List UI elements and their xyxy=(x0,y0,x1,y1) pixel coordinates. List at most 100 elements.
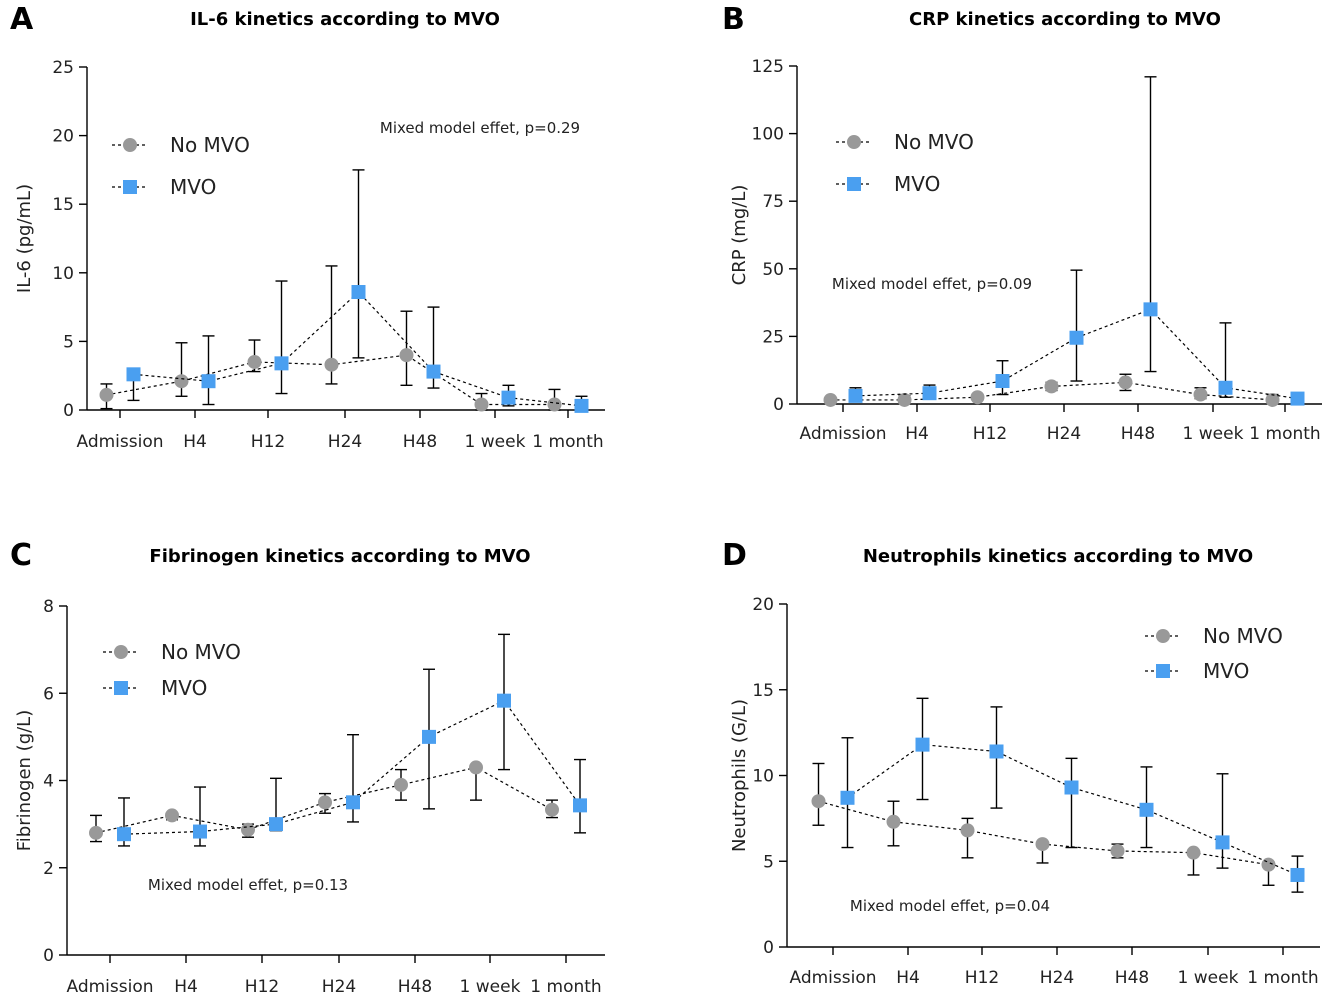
data-point-no_mvo xyxy=(811,794,826,809)
data-point-mvo xyxy=(1218,380,1233,395)
x-tick-label: Admission xyxy=(799,424,886,444)
y-tick-label: 20 xyxy=(52,127,74,147)
data-point-no_mvo xyxy=(1265,392,1280,407)
data-point-mvo xyxy=(501,390,516,405)
data-point-mvo xyxy=(422,729,436,744)
x-tick-label: H4 xyxy=(174,977,198,997)
y-tick-label: 10 xyxy=(52,264,74,284)
y-tick-label: 15 xyxy=(52,195,74,215)
data-point-mvo xyxy=(995,374,1010,389)
x-tick-label: 1 week xyxy=(1183,424,1244,444)
data-point-mvo xyxy=(346,795,360,810)
legend-label: MVO xyxy=(1203,659,1249,683)
y-tick-label: 25 xyxy=(762,327,784,347)
x-tick-label: H12 xyxy=(973,424,1007,444)
x-tick-label: H48 xyxy=(398,977,432,997)
y-tick-label: 4 xyxy=(43,772,54,792)
x-tick-label: Admission xyxy=(789,968,876,988)
y-tick-label: 10 xyxy=(752,767,774,787)
data-point-mvo xyxy=(1290,391,1305,406)
x-tick-label: H24 xyxy=(328,432,362,452)
panel-letter: B xyxy=(722,2,745,37)
x-tick-label: Admission xyxy=(76,432,163,452)
data-point-mvo xyxy=(989,744,1004,759)
annotation: Mixed model effet, p=0.13 xyxy=(148,876,348,894)
data-point-no_mvo xyxy=(897,392,912,407)
data-point-mvo xyxy=(922,386,937,401)
x-tick-label: H48 xyxy=(1121,424,1155,444)
panel-a: A IL-6 kinetics according to MVO 0 5 10 15 2… xyxy=(0,0,667,498)
data-point-mvo xyxy=(840,790,855,805)
data-point-mvo xyxy=(426,364,441,379)
legend-label: No MVO xyxy=(170,133,250,157)
data-point-no_mvo xyxy=(399,348,414,363)
x-tick-label: 1 month xyxy=(1247,968,1318,988)
data-point-no_mvo xyxy=(324,357,339,372)
annotation: Mixed model effet, p=0.09 xyxy=(832,275,1032,293)
x-tick-label: H12 xyxy=(965,968,999,988)
data-point-mvo xyxy=(573,798,587,813)
data-point-mvo xyxy=(117,827,131,842)
chart-a-svg: 0 5 10 15 20 25 Admission H4 H12 H24 H48 1 week 1 mo… xyxy=(14,58,605,452)
data-point-no_mvo xyxy=(1035,837,1050,852)
panel-letter: A xyxy=(10,2,34,37)
data-point-mvo xyxy=(497,693,511,708)
data-point-no_mvo xyxy=(318,795,332,810)
y-tick-label: 100 xyxy=(752,125,784,145)
legend-label: MVO xyxy=(894,172,940,196)
data-point-mvo xyxy=(274,356,289,371)
data-point-no_mvo xyxy=(545,802,559,817)
data-point-mvo xyxy=(848,388,863,403)
legend-marker xyxy=(847,177,861,191)
y-tick-label: 2 xyxy=(43,859,54,879)
y-axis-label: CRP (mg/L) xyxy=(729,185,750,286)
legend-marker xyxy=(114,681,128,695)
data-point-no_mvo xyxy=(99,387,114,402)
data-point-no_mvo xyxy=(886,814,901,829)
chart-title: IL-6 kinetics according to MVO xyxy=(190,9,500,30)
y-tick-label: 20 xyxy=(752,595,774,615)
data-point-no_mvo xyxy=(89,825,103,840)
panel-c: C Fibrinogen kinetics according to MVO 0… xyxy=(0,0,667,997)
x-tick-label: H4 xyxy=(905,424,929,444)
annotation: Mixed model effet, p=0.29 xyxy=(380,119,580,137)
data-point-mvo xyxy=(269,817,283,832)
data-point-no_mvo xyxy=(165,808,179,823)
data-point-no_mvo xyxy=(469,760,483,775)
data-point-mvo xyxy=(1069,330,1084,345)
y-axis-label: IL-6 (pg/mL) xyxy=(14,184,35,293)
y-tick-label: 50 xyxy=(762,260,784,280)
x-tick-label: 1 month xyxy=(532,432,603,452)
x-tick-label: H48 xyxy=(1115,968,1149,988)
data-point-no_mvo xyxy=(547,397,562,412)
data-point-no_mvo xyxy=(1110,843,1125,858)
legend-marker xyxy=(123,180,137,194)
y-tick-label: 5 xyxy=(63,332,74,352)
data-point-no_mvo xyxy=(1193,387,1208,402)
chart-title: CRP kinetics according to MVO xyxy=(909,9,1221,30)
data-point-no_mvo xyxy=(1261,857,1276,872)
panel-letter: D xyxy=(722,538,747,573)
y-tick-label: 0 xyxy=(43,946,54,966)
data-point-mvo xyxy=(351,285,366,300)
data-point-mvo xyxy=(1143,302,1158,317)
x-tick-label: H24 xyxy=(322,977,356,997)
chart-title: Neutrophils kinetics according to MVO xyxy=(862,546,1254,567)
x-tick-label: H12 xyxy=(251,432,285,452)
y-tick-label: 6 xyxy=(43,684,54,704)
data-point-no_mvo xyxy=(474,397,489,412)
data-point-mvo xyxy=(201,374,216,389)
chart-title: Fibrinogen kinetics according to MVO xyxy=(149,546,531,567)
legend-marker xyxy=(847,135,861,149)
series-line-mvo xyxy=(847,744,1298,876)
x-tick-label: H12 xyxy=(245,977,279,997)
x-tick-label: H4 xyxy=(183,432,207,452)
data-point-mvo xyxy=(1139,802,1154,817)
x-tick-label: H24 xyxy=(1040,968,1074,988)
annotation: Mixed model effet, p=0.04 xyxy=(850,897,1050,915)
x-tick-label: 1 month xyxy=(530,977,601,997)
y-tick-label: 0 xyxy=(773,395,784,415)
data-point-no_mvo xyxy=(394,777,408,792)
